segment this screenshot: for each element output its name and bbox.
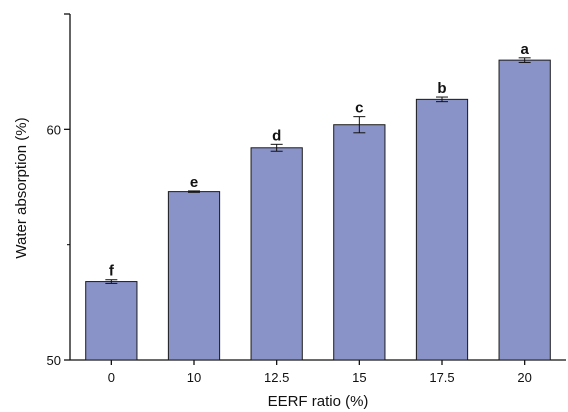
- significance-letter: b: [437, 80, 446, 97]
- significance-letter: c: [355, 100, 363, 117]
- significance-letter: f: [109, 263, 115, 280]
- x-axis-title: EERF ratio (%): [268, 393, 369, 410]
- x-tick-label: 12.5: [264, 370, 289, 385]
- bar: [415, 98, 469, 361]
- significance-letter: d: [272, 127, 281, 144]
- x-tick-label: 15: [352, 370, 366, 385]
- chart-axes: [64, 13, 566, 365]
- labels-group: 50 60 f 0 e 10 d 12.5 c 15 b 17.5 a 20: [47, 41, 532, 385]
- y-tick-label: 50: [47, 353, 61, 368]
- x-tick-label: 17.5: [429, 370, 454, 385]
- y-tick-label: 60: [47, 122, 61, 137]
- significance-letter: a: [520, 41, 529, 58]
- y-axis-title: Water absorption (%): [13, 117, 30, 258]
- x-tick-label: 10: [187, 370, 201, 385]
- x-tick-label: 20: [517, 370, 531, 385]
- bar: [250, 147, 303, 361]
- x-tick-label: 0: [108, 370, 115, 385]
- significance-letter: e: [190, 174, 198, 191]
- bar: [167, 191, 221, 361]
- bar: [498, 59, 551, 361]
- bar: [85, 281, 138, 361]
- bar: [333, 124, 386, 361]
- bars-group: [85, 57, 551, 361]
